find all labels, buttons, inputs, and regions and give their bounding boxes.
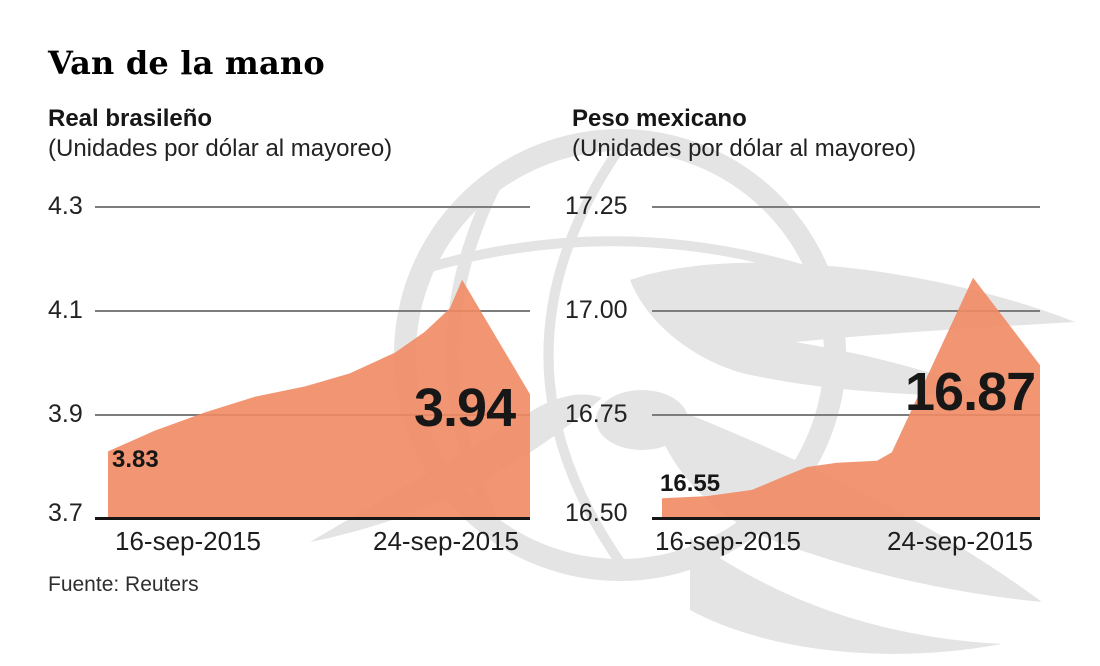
x-tick: 24-sep-2015 — [373, 526, 519, 556]
area-series-peso — [662, 277, 1040, 519]
start-value-label: 16.55 — [660, 470, 721, 497]
gridline — [652, 414, 1040, 416]
y-tick: 16.50 — [565, 499, 628, 527]
gridline — [652, 206, 1040, 208]
start-value-label: 3.83 — [112, 446, 159, 473]
area-chart-peso-mexicano — [662, 277, 1040, 519]
chart-left-title: Real brasileño — [48, 105, 213, 132]
chart-right-header: Peso mexicano (Unidades por dólar al may… — [572, 104, 916, 164]
chart-right-units: (Unidades por dólar al mayoreo) — [572, 135, 917, 162]
y-tick: 17.00 — [565, 296, 628, 324]
chart-right-title: Peso mexicano — [572, 105, 747, 132]
x-tick: 24-sep-2015 — [887, 526, 1033, 556]
area-chart-real-brasileno — [108, 279, 530, 519]
y-tick: 4.3 — [48, 192, 83, 220]
y-tick: 3.9 — [48, 400, 83, 428]
x-axis-line — [652, 517, 1040, 520]
x-tick: 16-sep-2015 — [655, 526, 801, 556]
page-title: Van de la mano — [48, 44, 325, 82]
x-axis-line — [95, 517, 530, 520]
area-series-real — [108, 279, 530, 519]
gridline — [652, 310, 1040, 312]
source-credit: Fuente: Reuters — [48, 573, 199, 596]
chart-left-header: Real brasileño (Unidades por dólar al ma… — [48, 104, 392, 164]
end-value-label: 16.87 — [905, 362, 1036, 422]
y-tick: 16.75 — [565, 400, 628, 428]
y-tick: 3.7 — [48, 499, 83, 527]
y-tick: 17.25 — [565, 192, 628, 220]
chart-left-units: (Unidades por dólar al mayoreo) — [48, 135, 393, 162]
gridline — [95, 206, 530, 208]
gridline — [95, 310, 530, 312]
end-value-label: 3.94 — [414, 378, 516, 438]
y-tick: 4.1 — [48, 296, 83, 324]
x-tick: 16-sep-2015 — [115, 526, 261, 556]
